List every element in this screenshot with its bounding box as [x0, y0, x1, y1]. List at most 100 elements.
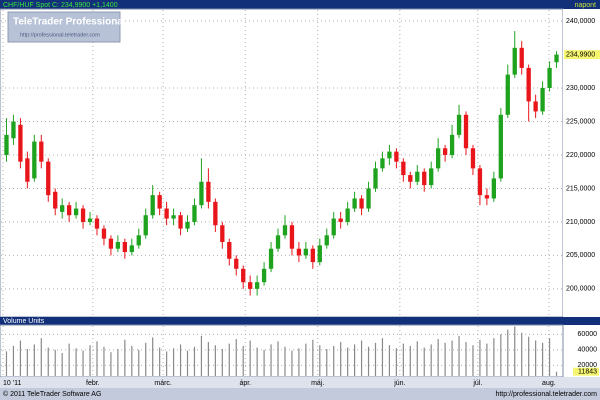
y-tick-label: 210,0000	[566, 219, 595, 226]
candle-body	[66, 205, 72, 216]
candle	[345, 201, 350, 226]
candle-body	[435, 148, 441, 169]
candle	[401, 158, 406, 182]
candle	[380, 151, 385, 172]
volume-bar	[555, 371, 558, 376]
candle-body	[234, 258, 239, 269]
candle	[122, 238, 128, 259]
last-price-label: 234,9900	[566, 51, 595, 58]
y-tick-label: 225,0000	[566, 118, 595, 125]
candle	[164, 201, 169, 226]
volume-tick-label: 20000	[578, 362, 598, 369]
candle-body	[442, 148, 448, 155]
volume-bar	[402, 343, 404, 376]
volume-bar	[179, 344, 182, 376]
volume-panel	[0, 324, 564, 378]
candle-body	[73, 208, 79, 216]
candle-body	[512, 47, 517, 75]
header-bar	[0, 0, 600, 9]
y-tick-label: 240,0000	[566, 18, 595, 25]
candle	[39, 134, 44, 169]
volume-bar	[5, 351, 8, 376]
candle	[185, 215, 190, 232]
volume-bar	[458, 335, 460, 376]
candle-body	[463, 114, 469, 149]
volume-bar	[19, 340, 22, 376]
volume-bar	[270, 344, 272, 376]
candle-body	[192, 205, 197, 222]
candle	[32, 134, 37, 182]
logo-box	[7, 11, 121, 43]
candle-body	[213, 201, 218, 226]
volume-bar	[291, 350, 293, 376]
candle-body	[275, 235, 281, 249]
candle	[415, 165, 420, 186]
candle	[477, 165, 483, 206]
candle	[213, 198, 218, 232]
candle-body	[199, 181, 204, 206]
footer-bar	[0, 388, 600, 400]
candle-body	[53, 191, 58, 209]
volume-bar	[193, 346, 196, 376]
candle	[275, 228, 281, 253]
volume-bar	[486, 343, 488, 376]
candle	[101, 225, 107, 246]
candle	[227, 238, 232, 266]
candle-body	[289, 225, 295, 249]
x-tick-label: márc.	[154, 380, 172, 387]
price-axis-area	[563, 9, 600, 317]
candle	[352, 191, 357, 212]
candle	[331, 211, 336, 239]
candle	[171, 208, 176, 226]
candle-body	[157, 195, 162, 209]
volume-bar	[33, 344, 35, 376]
header-period: napont	[575, 2, 596, 9]
volume-bar	[256, 347, 258, 376]
volume-bar	[312, 339, 314, 376]
last-volume-label: 11843	[578, 369, 597, 376]
volume-bar	[40, 338, 42, 376]
volume-bar	[277, 341, 279, 376]
candle	[484, 188, 490, 206]
candle	[387, 144, 392, 166]
candle-body	[248, 282, 253, 289]
footer-copyright: © 2011 TeleTrader Software AG	[3, 390, 101, 398]
volume-bar	[354, 344, 356, 376]
candle	[115, 235, 121, 253]
candle-body	[164, 208, 169, 219]
volume-bar	[159, 347, 161, 376]
candle-body	[32, 141, 37, 179]
candle	[303, 242, 309, 259]
candle-body	[477, 168, 483, 196]
candle-body	[331, 218, 336, 236]
volume-bar	[367, 346, 370, 376]
volume-bar	[166, 351, 168, 376]
candle-body	[317, 245, 322, 263]
candle	[18, 118, 23, 169]
volume-bar	[305, 343, 307, 376]
candle	[206, 168, 211, 209]
volume-bar	[548, 338, 551, 376]
candle-body	[547, 67, 552, 89]
volume-bar	[284, 346, 286, 376]
candle-body	[185, 221, 190, 229]
volume-bar	[68, 343, 70, 376]
footer-url: http://professional.teletrader.com	[495, 391, 597, 398]
candle	[129, 238, 134, 256]
candle-body	[526, 67, 531, 102]
candle	[442, 144, 448, 162]
volume-bar	[242, 345, 244, 376]
candle-body	[498, 114, 503, 179]
candle	[60, 198, 65, 219]
volume-bar	[263, 349, 265, 376]
candle	[324, 228, 329, 249]
candle-body	[296, 248, 302, 256]
candle	[220, 221, 225, 249]
volume-bar	[75, 348, 77, 376]
candle-body	[60, 205, 65, 212]
candle-body	[11, 121, 16, 139]
candle-body	[345, 208, 350, 222]
x-axis-area	[0, 377, 600, 388]
volume-bar	[61, 352, 63, 376]
